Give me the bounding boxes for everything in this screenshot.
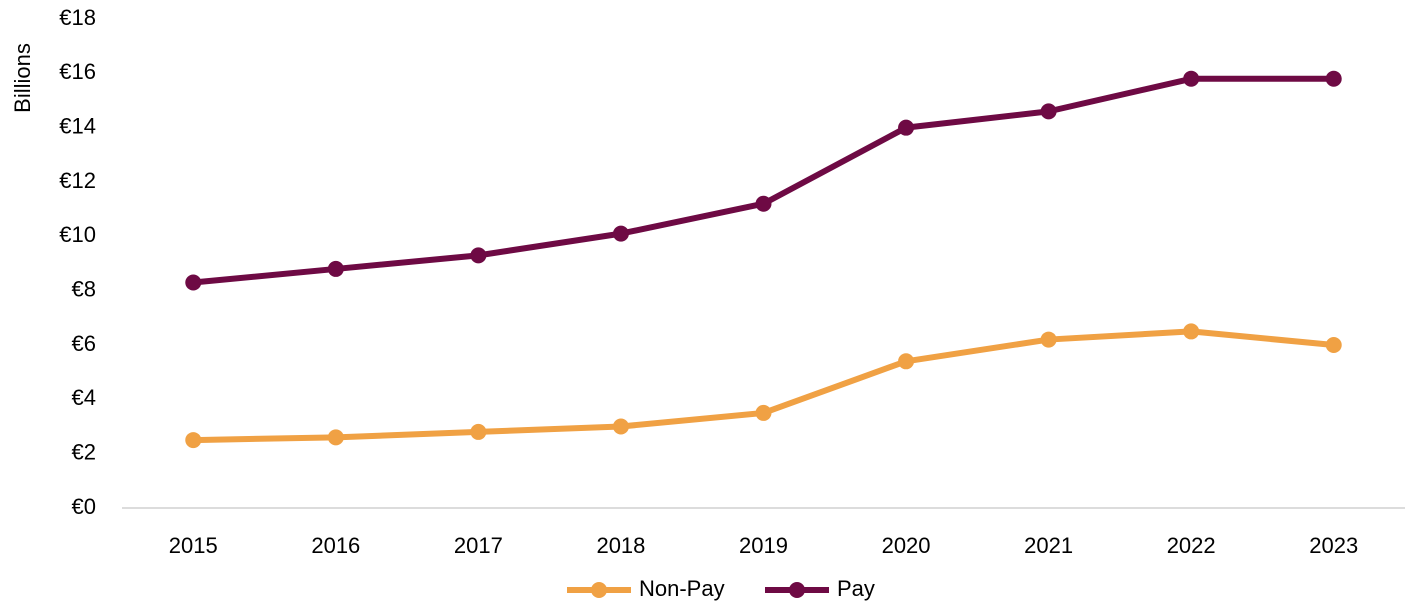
y-tick-label: €8 [72,276,96,301]
data-point [755,404,772,421]
data-point [898,119,915,136]
series-line [192,75,1334,286]
data-point [327,429,344,446]
data-point [1183,323,1200,340]
y-tick-label: €14 [59,113,96,138]
y-tick-label: €2 [72,439,96,464]
data-point [185,274,202,291]
data-point [327,260,344,277]
legend-label: Pay [837,576,875,601]
x-tick-label: 2017 [454,533,503,558]
x-tick-label: 2022 [1167,533,1216,558]
data-point [470,247,487,264]
data-point [612,418,629,435]
y-tick-label: €10 [59,222,96,247]
data-point [1040,331,1057,348]
y-tick-label: €4 [72,385,96,410]
data-point [1325,70,1342,87]
x-tick-label: 2023 [1309,533,1358,558]
y-tick-label: €12 [59,168,96,193]
x-tick-label: 2019 [739,533,788,558]
x-tick-label: 2016 [311,533,360,558]
data-point [612,225,629,242]
data-point [470,423,487,440]
legend-marker [789,582,805,598]
legend-marker [591,582,607,598]
y-tick-label: €0 [72,494,96,519]
data-point [898,353,915,370]
x-tick-label: 2020 [882,533,931,558]
legend-label: Non-Pay [639,576,725,601]
data-point [755,195,772,212]
data-point [1183,70,1200,87]
data-point [1325,337,1342,353]
y-tick-label: €6 [72,331,96,356]
series-line [193,328,1335,444]
data-point [1040,103,1057,120]
data-point [185,432,202,449]
x-tick-label: 2015 [169,533,218,558]
y-tick-label: €18 [59,5,96,30]
x-tick-label: 2021 [1024,533,1073,558]
y-tick-label: €16 [59,59,96,84]
x-tick-label: 2018 [596,533,645,558]
y-axis-label: Billions [10,43,35,113]
